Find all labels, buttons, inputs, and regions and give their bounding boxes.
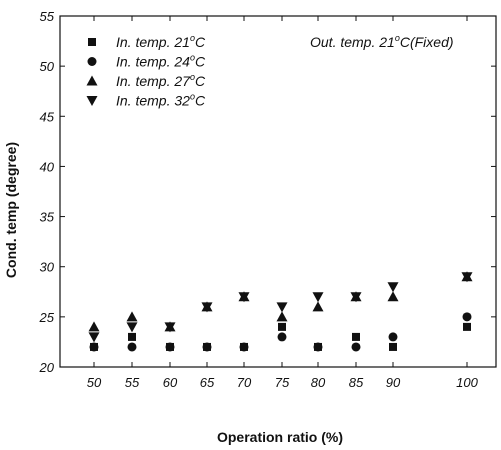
point-s2-x80: [313, 342, 323, 352]
point-s2-x60: [165, 342, 175, 352]
x-axis: 50 55 60 65 70 75 80 85 90 100: [87, 16, 479, 390]
x-tick-label-85: 85: [349, 375, 364, 390]
point-s1-x85: [352, 332, 360, 341]
legend-label-1: In. temp. 21oC: [116, 33, 206, 50]
x-tick-label-80: 80: [311, 375, 326, 390]
legend-label-3: In. temp. 27oC: [116, 72, 206, 89]
point-s4-x80: [312, 292, 324, 303]
point-s2-x55: [127, 342, 137, 352]
legend-marker-4: [86, 96, 98, 106]
point-s3-x90: [387, 291, 399, 302]
point-s2-x50: [89, 342, 99, 352]
y-tick-label-25: 25: [39, 310, 55, 325]
point-s1-x75: [278, 322, 286, 331]
y-tick-label-55: 55: [40, 9, 55, 24]
x-tick-label-65: 65: [200, 375, 215, 390]
y-tick-label-40: 40: [40, 159, 55, 174]
y-tick-label-20: 20: [39, 360, 55, 375]
x-tick-label-100: 100: [456, 375, 478, 390]
point-s3-x55: [126, 311, 138, 322]
y-tick-label-30: 30: [40, 260, 55, 275]
x-tick-label-60: 60: [163, 375, 178, 390]
point-s3-x75: [276, 311, 288, 322]
point-s3-x80: [312, 301, 324, 312]
point-s2-x70: [239, 342, 249, 352]
x-tick-label-50: 50: [87, 375, 102, 390]
point-s3-x50: [88, 321, 100, 332]
y-tick-label-45: 45: [40, 109, 55, 124]
x-tick-label-90: 90: [386, 375, 401, 390]
data-points: [88, 271, 473, 352]
annotation-degree-sup: o: [395, 33, 400, 43]
legend-label-2: In. temp. 24oC: [116, 53, 206, 70]
legend-label-4: In. temp. 32oC: [116, 92, 206, 109]
legend: In. temp. 21oC In. temp. 24oC In. temp. 27…: [86, 33, 206, 109]
point-s4-x65: [201, 302, 213, 313]
point-s4-x55: [126, 322, 138, 333]
point-s2-x85: [351, 342, 361, 352]
x-tick-label-70: 70: [237, 375, 252, 390]
x-tick-label-75: 75: [275, 375, 290, 390]
legend-marker-1: [88, 38, 96, 46]
point-s4-x100: [461, 272, 473, 283]
annotation-text: Out. temp. 21oC(Fixed): [310, 33, 454, 50]
point-s2-x75: [277, 332, 287, 342]
legend-marker-2: [87, 57, 97, 66]
x-axis-title: Operation ratio (%): [217, 429, 343, 445]
point-s2-x65: [202, 342, 212, 352]
y-axis: 20 25 30 35 40 45 50 55: [39, 9, 496, 375]
point-s2-x100: [462, 312, 472, 322]
point-s1-x55: [128, 332, 136, 341]
y-axis-title: Cond. temp (degree): [3, 142, 19, 278]
point-s4-x50: [88, 332, 100, 343]
point-s4-x60: [164, 322, 176, 333]
point-s1-x100: [463, 322, 471, 331]
y-tick-label-50: 50: [40, 59, 55, 74]
point-s4-x85: [350, 292, 362, 303]
x-tick-label-55: 55: [125, 375, 140, 390]
y-tick-label-35: 35: [40, 210, 55, 225]
point-s4-x75: [276, 302, 288, 313]
plot-area: [59, 15, 497, 368]
point-s4-x70: [238, 292, 250, 303]
point-s4-x90: [387, 282, 399, 293]
legend-marker-3: [86, 75, 98, 86]
point-s1-x90: [389, 342, 397, 351]
point-s2-x90: [388, 332, 398, 342]
